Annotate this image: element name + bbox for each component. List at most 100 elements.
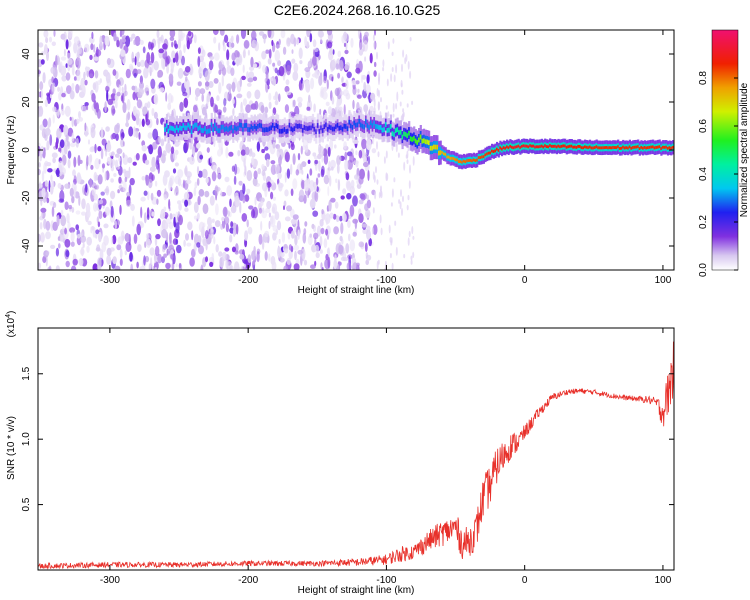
heatmap-noise-cell: [38, 183, 44, 189]
heatmap-noise-cell: [184, 207, 189, 212]
heatmap-noise-cell: [412, 251, 415, 258]
heatmap-noise-cell: [152, 141, 158, 150]
heatmap-noise-cell: [386, 78, 389, 87]
heatmap-noise-cell: [334, 201, 339, 209]
heatmap-noise-cell: [248, 66, 255, 71]
heatmap-band-core: [569, 144, 572, 148]
heatmap-band-core: [638, 147, 641, 150]
heatmap-noise-cell: [308, 60, 312, 68]
heatmap-noise-cell: [410, 259, 413, 265]
heatmap-noise-cell: [141, 175, 146, 181]
heatmap-band-core: [658, 145, 661, 149]
heatmap-noise-cell: [76, 172, 82, 184]
heatmap-noise-cell: [216, 109, 222, 115]
heatmap-noise-cell: [292, 71, 299, 81]
heatmap-noise-cell: [132, 57, 136, 63]
heatmap-noise-cell: [319, 235, 323, 247]
heatmap-noise-cell: [221, 67, 227, 76]
heatmap-noise-cell: [45, 127, 51, 136]
heatmap-noise-cell: [325, 228, 329, 236]
heatmap-band-core: [321, 128, 324, 133]
heatmap-noise-cell: [85, 183, 88, 193]
heatmap-noise-cell: [248, 205, 254, 210]
heatmap-noise-cell: [307, 235, 313, 246]
heatmap-noise-cell: [337, 50, 342, 58]
heatmap-noise-cell: [212, 164, 217, 173]
heatmap-noise-cell: [86, 155, 89, 167]
heatmap-band-core: [300, 124, 303, 129]
heatmap-noise-cell: [402, 112, 405, 122]
heatmap-noise-cell: [275, 44, 281, 49]
heatmap-noise-cell: [89, 73, 94, 78]
heatmap-noise-cell: [186, 39, 190, 50]
heatmap-noise-cell: [359, 39, 363, 50]
heatmap-noise-cell: [284, 189, 289, 197]
heatmap-noise-cell: [338, 106, 343, 111]
heatmap-noise-cell: [244, 194, 250, 202]
heatmap-noise-cell: [69, 116, 72, 121]
heatmap-noise-cell: [243, 157, 246, 168]
heatmap-band-core: [237, 125, 240, 131]
heatmap-noise-cell: [382, 67, 385, 72]
heatmap-noise-cell: [220, 146, 223, 155]
heatmap-noise-cell: [213, 78, 219, 84]
heatmap-noise-cell: [407, 194, 410, 201]
heatmap-band-core: [263, 127, 266, 133]
heatmap-noise-cell: [358, 48, 364, 56]
heatmap-band-core: [227, 127, 230, 133]
heatmap-noise-cell: [124, 250, 128, 256]
heatmap-noise-cell: [177, 169, 184, 179]
heatmap-noise-cell: [241, 213, 248, 222]
colorbar-label: Normalized spectral amplitude: [739, 82, 750, 217]
heatmap-noise-cell: [357, 88, 360, 94]
heatmap-noise-cell: [174, 43, 178, 49]
heatmap-noise-cell: [84, 79, 88, 86]
heatmap-noise-cell: [270, 215, 274, 225]
heatmap-noise-cell: [227, 210, 230, 217]
heatmap-noise-cell: [250, 30, 257, 40]
heatmap-noise-cell: [350, 37, 354, 48]
heatmap-noise-cell: [184, 66, 191, 73]
heatmap-noise-cell: [131, 215, 135, 227]
heatmap-noise-cell: [406, 204, 409, 211]
heatmap-noise-cell: [344, 159, 349, 171]
heatmap-noise-cell: [272, 62, 276, 67]
heatmap-noise-cell: [296, 37, 300, 46]
heatmap-band-core: [456, 158, 459, 162]
heatmap-noise-cell: [372, 34, 375, 41]
heatmap-noise-cell: [48, 265, 52, 270]
heatmap-band-core: [642, 146, 645, 150]
heatmap-noise-cell: [193, 187, 197, 197]
heatmap-noise-cell: [399, 201, 402, 210]
heatmap-noise-cell: [336, 87, 342, 100]
heatmap-noise-cell: [325, 101, 330, 107]
colorbar-tick-label: 0.4: [698, 167, 709, 181]
heatmap-noise-cell: [91, 226, 95, 231]
heatmap-noise-cell: [61, 75, 67, 82]
heatmap-noise-cell: [73, 156, 77, 168]
heatmap-noise-cell: [117, 157, 121, 162]
heatmap-band-core: [577, 145, 580, 148]
page-title: C2E6.2024.268.16.10.G25: [273, 2, 441, 18]
heatmap-noise-cell: [270, 255, 276, 266]
heatmap-noise-cell: [303, 179, 310, 192]
heatmap-noise-cell: [196, 242, 201, 248]
heatmap-noise-cell: [52, 157, 56, 164]
heatmap-noise-cell: [262, 64, 267, 74]
heatmap-noise-cell: [135, 113, 140, 126]
heatmap-band-core: [579, 145, 582, 148]
heatmap-noise-cell: [133, 126, 136, 138]
heatmap-band-core: [381, 127, 384, 133]
heatmap-noise-cell: [242, 183, 246, 195]
heatmap-noise-cell: [309, 233, 313, 238]
heatmap-band-core: [484, 153, 487, 157]
heatmap-noise-cell: [326, 79, 329, 90]
heatmap-band-core: [671, 145, 674, 149]
heatmap-band-core: [640, 145, 643, 149]
x-tick-label: -300: [100, 275, 120, 286]
heatmap-noise-cell: [105, 185, 110, 196]
heatmap-noise-cell: [303, 228, 307, 235]
heatmap-noise-cell: [57, 182, 62, 189]
heatmap-noise-cell: [372, 135, 375, 145]
heatmap-band-core: [326, 126, 329, 132]
